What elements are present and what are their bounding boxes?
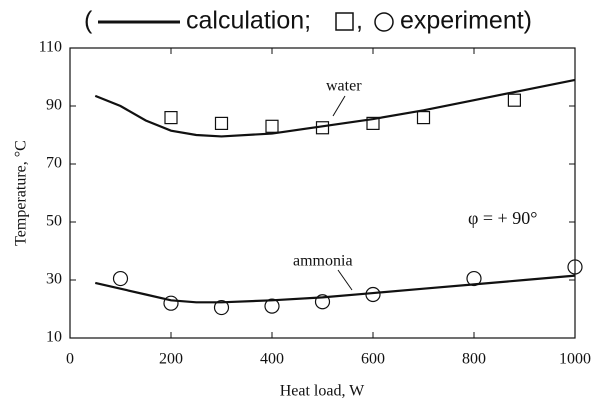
calc-line <box>94 78 576 138</box>
exp-circle <box>163 295 179 311</box>
y-tick-label: 70 <box>46 155 62 172</box>
title-part: calculation; <box>186 7 311 35</box>
x-tick-label: 600 <box>361 351 385 368</box>
title-part: experiment) <box>400 7 532 35</box>
x-tick-label: 400 <box>260 351 284 368</box>
annotation: φ = + 90° <box>468 208 537 228</box>
x-tick-label: 0 <box>66 351 74 368</box>
x-tick-label: 200 <box>159 351 183 368</box>
exp-circle <box>466 270 482 287</box>
y-axis-label: Temperature, °C <box>13 140 30 246</box>
y-tick-label: 30 <box>46 271 62 288</box>
x-tick-label: 1000 <box>559 351 591 368</box>
exp-circle <box>264 298 280 314</box>
leader-line <box>332 95 346 117</box>
title-part: , <box>356 7 363 35</box>
exp-square <box>315 121 330 135</box>
y-tick-label: 110 <box>39 39 62 56</box>
y-tick-label: 90 <box>46 97 62 114</box>
y-tick-label: 50 <box>46 213 62 230</box>
exp-circle <box>213 299 230 316</box>
annotation: water <box>326 78 362 95</box>
exp-square <box>214 116 229 131</box>
title-part: ( <box>84 7 93 35</box>
exp-square <box>416 110 431 125</box>
y-tick-label: 10 <box>46 329 62 346</box>
calc-line <box>95 274 576 304</box>
exp-circle <box>365 286 381 303</box>
exp-square <box>507 93 521 107</box>
x-axis-label: Heat load, W <box>280 383 365 400</box>
exp-square <box>366 116 380 131</box>
plot-frame <box>69 47 576 339</box>
x-tick-label: 800 <box>462 351 486 368</box>
exp-circle <box>314 294 331 310</box>
exp-circle <box>112 270 129 287</box>
exp-circle <box>567 259 583 275</box>
leader-line <box>337 269 353 291</box>
legend-square <box>335 12 354 31</box>
exp-square <box>265 119 279 133</box>
exp-square <box>164 110 178 125</box>
annotation: ammonia <box>293 253 353 270</box>
legend-circle <box>374 12 394 32</box>
